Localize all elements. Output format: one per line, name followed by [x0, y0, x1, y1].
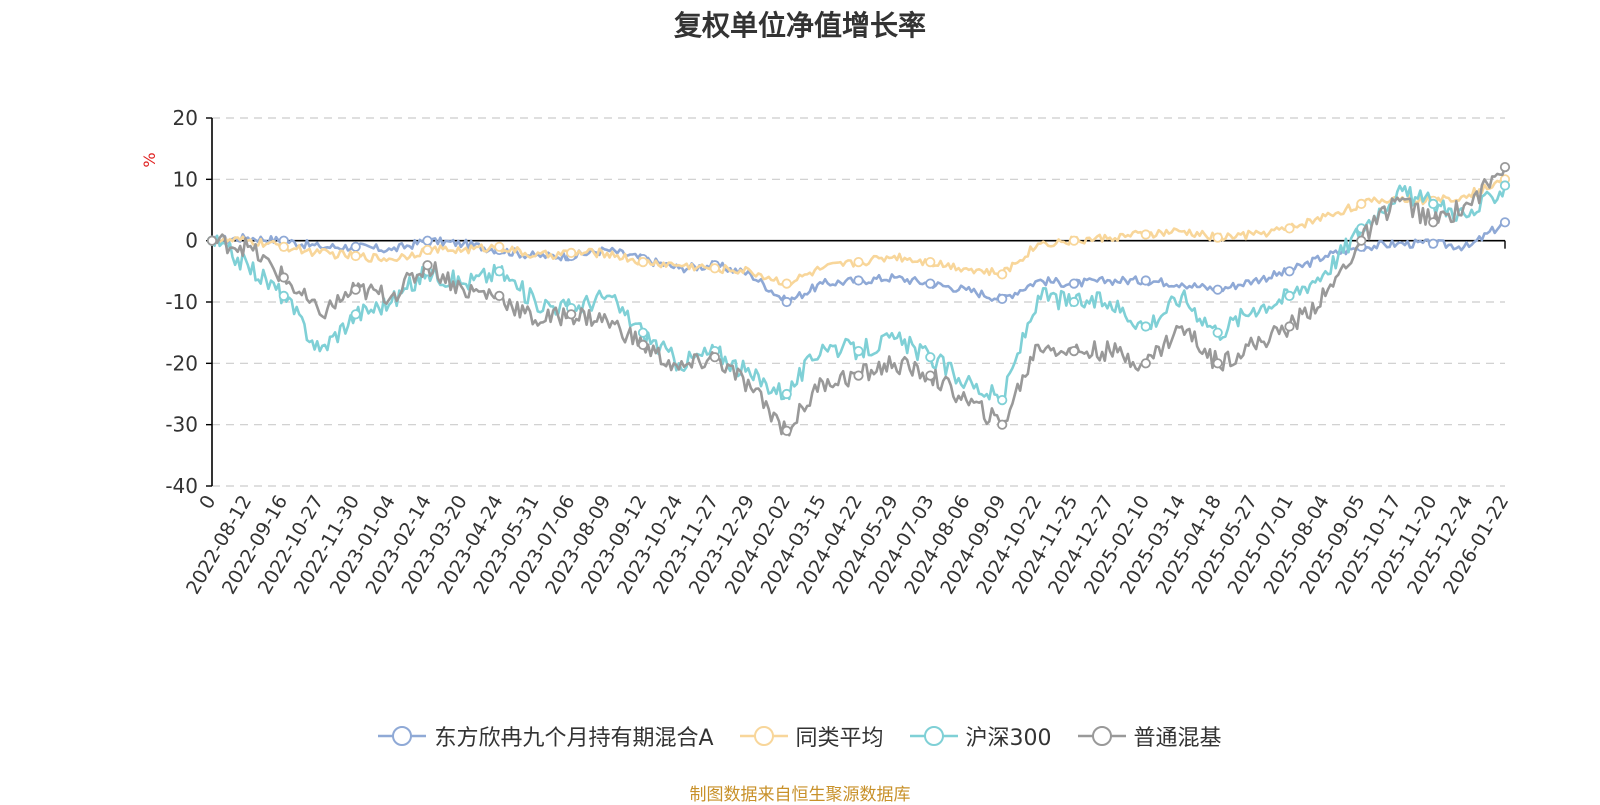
- data-point: [1068, 296, 1080, 308]
- legend-line-circle-icon: [909, 726, 958, 746]
- data-point: [566, 247, 577, 258]
- data-point: [1428, 198, 1439, 209]
- y-tick-label: 0: [185, 229, 198, 253]
- data-point: [1140, 275, 1151, 286]
- data-point: [781, 278, 792, 289]
- y-tick-label: -30: [165, 413, 198, 437]
- data-point: [637, 256, 649, 268]
- data-point: [350, 250, 361, 262]
- data-point: [781, 425, 792, 436]
- legend-label: 东方欣冉九个月持有期混合A: [434, 726, 714, 751]
- legend-item[interactable]: 普通混基: [1077, 720, 1222, 752]
- data-point: [925, 278, 936, 289]
- data-point: [494, 241, 505, 252]
- y-tick-label: 10: [173, 167, 198, 191]
- data-point: [1356, 235, 1367, 246]
- data-point: [709, 263, 720, 274]
- data-point: [997, 394, 1008, 406]
- legend-item[interactable]: 同类平均: [739, 720, 884, 752]
- series-line: [211, 166, 1507, 437]
- legend-line-circle-icon: [1077, 726, 1126, 746]
- data-point: [853, 370, 864, 381]
- data-point: [637, 327, 649, 338]
- data-point: [350, 309, 361, 320]
- data-point: [206, 235, 218, 246]
- grid-layer: [212, 117, 1505, 487]
- data-point: [566, 309, 577, 320]
- y-tick-label: 20: [173, 106, 198, 130]
- legend-label: 沪深300: [965, 726, 1052, 751]
- data-point: [422, 260, 433, 271]
- y-axis-label: %: [140, 152, 159, 167]
- data-point: [1212, 327, 1223, 338]
- data-point: [1212, 358, 1223, 369]
- data-point: [1499, 162, 1511, 173]
- legend-item[interactable]: 东方欣冉九个月持有期混合A: [378, 720, 714, 752]
- legend-line-circle-icon: [378, 726, 427, 746]
- source-note: 制图数据来自恒生聚源数据库: [689, 785, 911, 805]
- data-point: [1140, 229, 1151, 240]
- series-line: [210, 175, 1506, 288]
- data-point: [1284, 223, 1295, 234]
- data-point: [853, 345, 864, 357]
- x-tick-label: 0: [195, 492, 220, 513]
- data-point: [1499, 217, 1511, 228]
- data-point: [997, 419, 1008, 430]
- data-point: [1284, 321, 1295, 332]
- legend-line-circle-icon: [739, 726, 788, 746]
- chart-title: 复权单位净值增长率: [673, 9, 926, 42]
- data-point: [1428, 238, 1439, 249]
- data-point: [997, 293, 1008, 304]
- data-point: [278, 241, 289, 252]
- legend-label: 同类平均: [795, 726, 884, 751]
- legend: 东方欣冉九个月持有期混合A 同类平均 沪深300 普通混基: [0, 720, 1600, 752]
- data-point: [1428, 217, 1439, 228]
- data-point: [1284, 266, 1295, 277]
- data-point: [494, 290, 505, 301]
- data-point: [853, 256, 864, 268]
- data-point: [1068, 345, 1080, 357]
- data-point: [925, 352, 936, 363]
- data-point: [1284, 290, 1295, 301]
- data-point: [278, 272, 289, 283]
- data-point: [1356, 198, 1367, 209]
- y-tick-label: -20: [165, 351, 198, 375]
- data-point: [1212, 232, 1223, 243]
- data-point: [422, 244, 433, 255]
- data-point: [1068, 278, 1080, 289]
- data-point: [1140, 358, 1151, 369]
- data-point: [997, 269, 1008, 280]
- data-point: [350, 241, 361, 252]
- data-point: [422, 235, 433, 246]
- legend-label: 普通混基: [1133, 726, 1222, 751]
- data-point: [637, 339, 649, 350]
- series-layer: [206, 162, 1511, 437]
- data-point: [781, 388, 792, 400]
- data-point: [1212, 284, 1223, 295]
- data-point: [781, 296, 792, 308]
- data-point: [1499, 180, 1511, 191]
- y-tick-label: -40: [165, 474, 198, 498]
- legend-item[interactable]: 沪深300: [909, 720, 1052, 752]
- data-point: [1140, 321, 1151, 332]
- data-point: [350, 284, 361, 295]
- data-point: [853, 275, 864, 286]
- series-line: [210, 184, 1507, 403]
- y-tick-label: -10: [165, 290, 198, 314]
- data-point: [494, 266, 505, 277]
- data-point: [925, 256, 936, 268]
- data-point: [709, 352, 720, 363]
- data-point: [925, 370, 936, 381]
- data-point: [1068, 235, 1080, 246]
- data-point: [278, 290, 289, 301]
